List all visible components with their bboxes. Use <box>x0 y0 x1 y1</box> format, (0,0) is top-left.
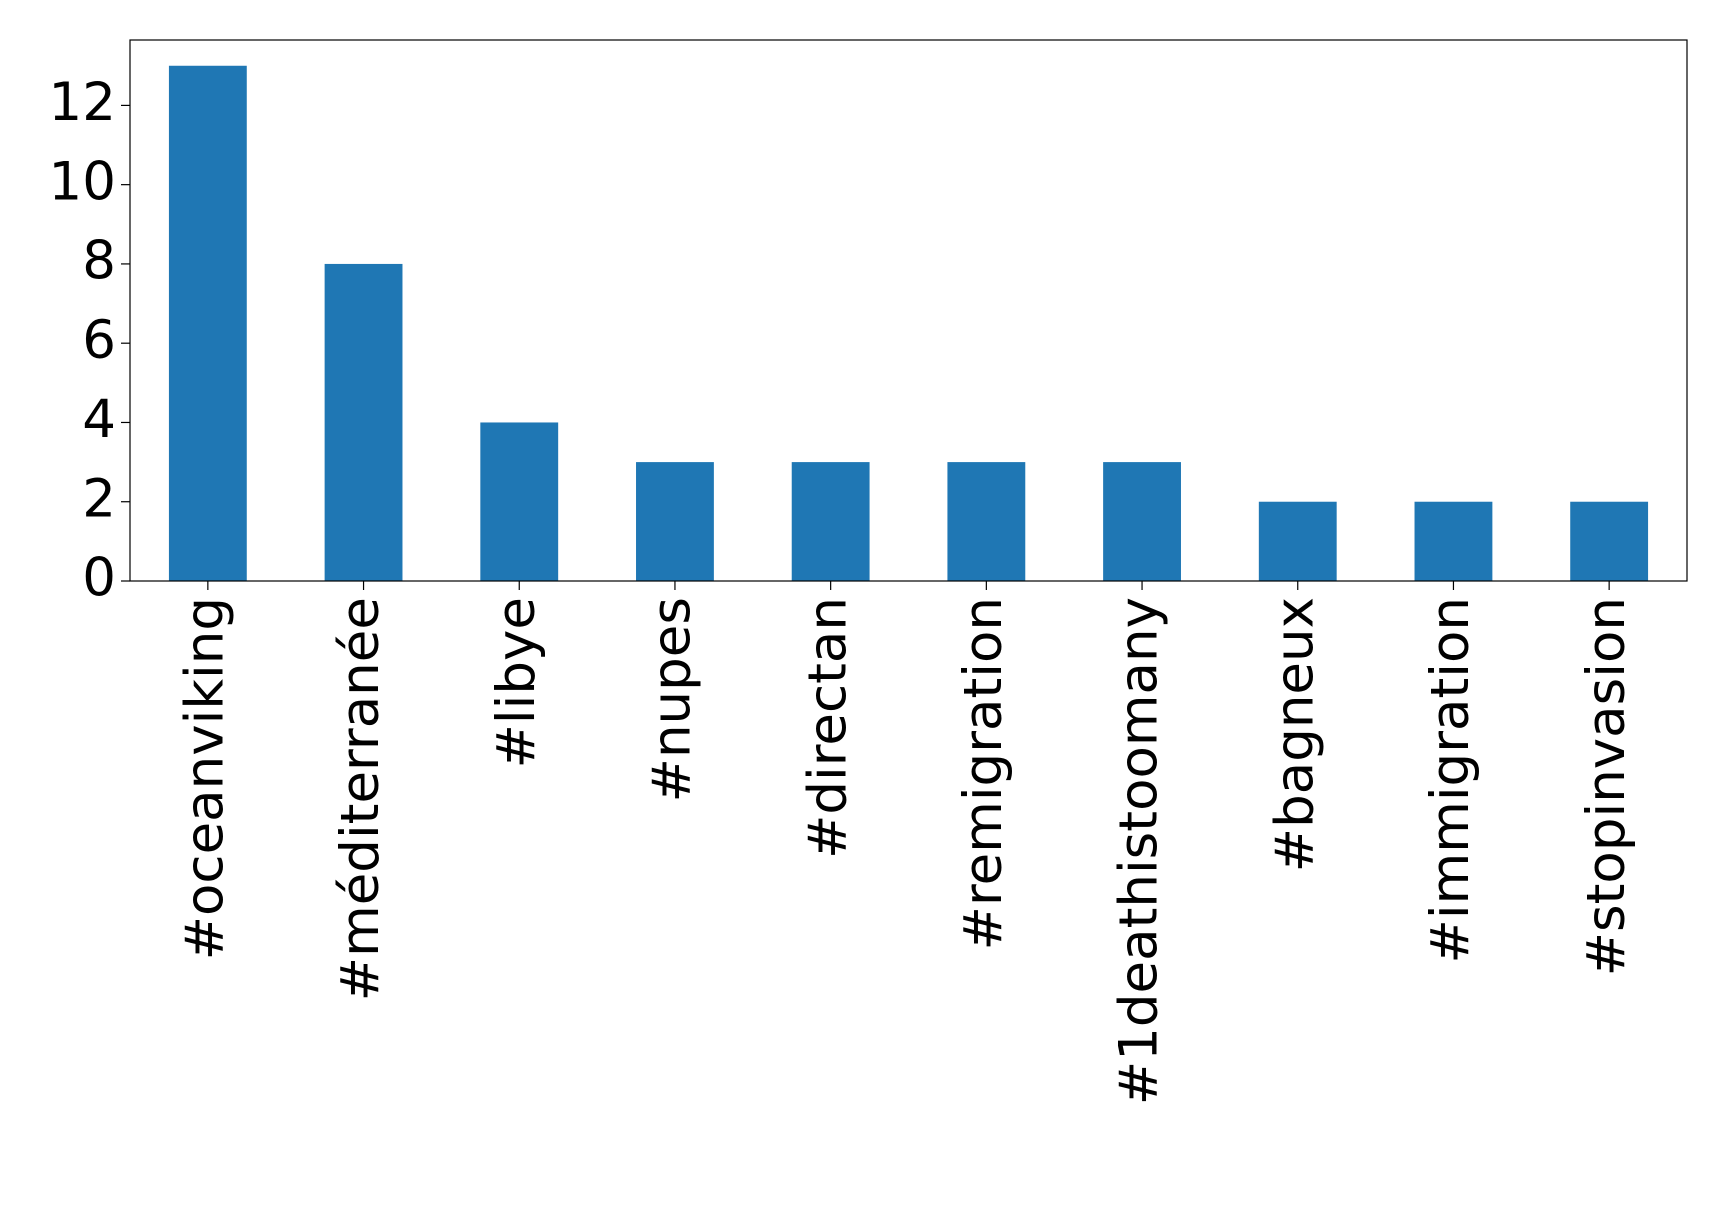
bar <box>791 462 870 581</box>
x-tick-label: #immigration <box>1420 597 1481 964</box>
bar <box>947 462 1026 581</box>
bar <box>1258 501 1337 581</box>
x-tick-label: #directan <box>797 597 858 859</box>
x-tick-label: #oceanviking <box>174 597 235 960</box>
y-tick-label: 8 <box>82 231 116 292</box>
y-tick-label: 4 <box>82 389 116 450</box>
bar <box>168 65 247 581</box>
x-tick-label: #1deathistoomany <box>1109 597 1170 1105</box>
x-tick-label: #méditerranée <box>330 597 391 1001</box>
bar <box>324 263 403 581</box>
x-tick-label: #stopinvasion <box>1576 597 1637 976</box>
plot-frame <box>129 39 1688 582</box>
bar <box>636 462 714 581</box>
y-tick-label: 6 <box>82 310 116 371</box>
bar <box>480 422 559 581</box>
y-tick-label: 12 <box>49 72 116 133</box>
y-tick-label: 10 <box>49 151 116 212</box>
y-tick-label: 2 <box>82 468 116 529</box>
x-tick-label: #bagneux <box>1264 597 1325 872</box>
y-tick-label: 0 <box>82 548 116 609</box>
bar <box>1414 501 1493 581</box>
x-tick-label: #libye <box>486 597 547 768</box>
x-tick-label: #remigration <box>953 597 1014 950</box>
x-tick-label: #nupes <box>642 597 703 802</box>
bar <box>1103 462 1181 581</box>
bar <box>1570 501 1649 581</box>
